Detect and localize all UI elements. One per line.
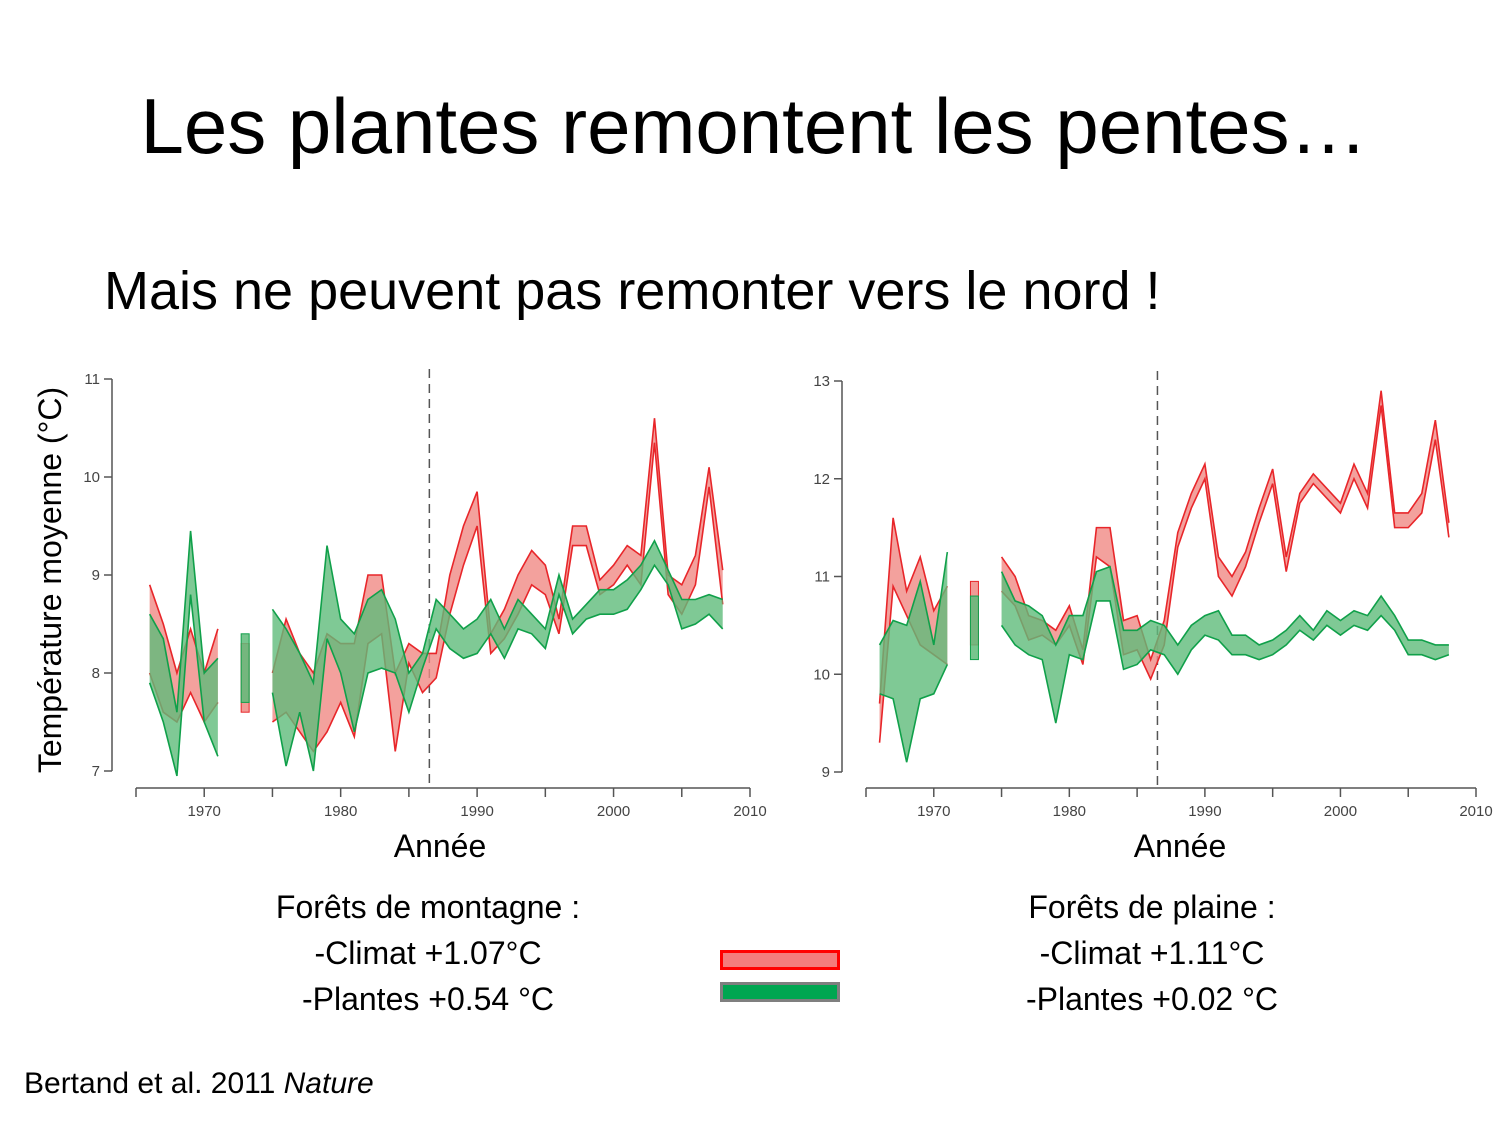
panel-1-plants-upper-line bbox=[878, 551, 949, 646]
legend-plants-swatch bbox=[720, 982, 840, 1002]
panel-0-ytick-label: 7 bbox=[92, 763, 100, 780]
panel-1-xtick-label: 2010 bbox=[1459, 803, 1492, 820]
summary-mountain-plants: -Plantes +0.54 °C bbox=[301, 981, 555, 1017]
panel-0-climate-band bbox=[272, 418, 723, 752]
panel-1-plants-upper-line bbox=[1000, 565, 1449, 647]
panel-1-plants-band bbox=[879, 552, 948, 763]
panel-0-ytick-label: 11 bbox=[84, 371, 100, 388]
panel-1-plants-band bbox=[1001, 566, 1449, 724]
panel-0-plants-band bbox=[240, 633, 250, 703]
panel-0-plants-band bbox=[272, 540, 723, 771]
x-axis-label-plain: Année bbox=[1133, 828, 1227, 864]
panel-1-climate-upper-line bbox=[878, 517, 949, 704]
panel-0-climate-lower-line bbox=[271, 442, 724, 753]
summary-mountain: Forêts de montagne : -Climat +1.07°C -Pl… bbox=[228, 884, 628, 1022]
panel-0-plants-lower-line bbox=[148, 594, 219, 777]
summary-plain-climate: -Climat +1.11°C bbox=[1039, 935, 1265, 971]
panel-0-ytick-label: 9 bbox=[92, 567, 100, 584]
summary-plain-heading: Forêts de plaine : bbox=[1028, 889, 1276, 925]
panel-1-xtick-label: 1990 bbox=[1188, 803, 1221, 820]
summary-mountain-climate: -Climat +1.07°C bbox=[314, 935, 542, 971]
panel-1-ytick-label: 10 bbox=[813, 666, 830, 683]
panel-0-plants-band bbox=[149, 530, 218, 776]
panel-1-xtick-label: 1970 bbox=[917, 803, 950, 820]
panel-1-ytick-label: 9 bbox=[822, 764, 830, 781]
panel-1-ytick-label: 12 bbox=[813, 471, 830, 488]
summary-mountain-heading: Forêts de montagne : bbox=[275, 889, 581, 925]
panel-0-ytick-label: 8 bbox=[92, 665, 100, 682]
summary-plain: Forêts de plaine : -Climat +1.11°C -Plan… bbox=[952, 884, 1352, 1022]
panel-1-plants-lower-line bbox=[1000, 600, 1450, 724]
panel-1-plants-lower-line bbox=[879, 664, 949, 763]
citation: Bertand et al. 2011 Nature bbox=[24, 1064, 374, 1104]
panel-0-plants-lower-line bbox=[271, 563, 724, 772]
panel-1-ytick-label: 13 bbox=[813, 373, 830, 390]
panel-0-xtick-label: 1990 bbox=[460, 803, 493, 820]
slide-subtitle: Mais ne peuvent pas remonter vers le nor… bbox=[104, 261, 1161, 321]
panel-1-plants-band bbox=[969, 595, 979, 661]
x-axis-label-mountain: Année bbox=[393, 828, 487, 864]
legend-climate-swatch bbox=[720, 950, 840, 970]
panel-1-ytick-label: 11 bbox=[814, 569, 830, 586]
panel-0-xtick-label: 1970 bbox=[188, 803, 221, 820]
panel-1-xtick-label: 1980 bbox=[1053, 803, 1086, 820]
panel-1-xtick-label: 2000 bbox=[1324, 803, 1357, 820]
panel-0-xtick-label: 2010 bbox=[733, 803, 766, 820]
panel-0-plants-upper-line bbox=[271, 538, 723, 686]
citation-journal: Nature bbox=[283, 1067, 374, 1100]
panel-0-ytick-label: 10 bbox=[83, 469, 100, 486]
summary-plain-plants: -Plantes +0.02 °C bbox=[1025, 981, 1279, 1017]
panel-0-xtick-label: 1980 bbox=[324, 803, 357, 820]
panel-0-xtick-label: 2000 bbox=[597, 803, 630, 820]
citation-authors: Bertand et al. 2011 bbox=[24, 1067, 284, 1100]
panel-0-plants-upper-line bbox=[148, 530, 219, 713]
slide-title: Les plantes remontent les pentes… bbox=[140, 82, 1368, 170]
